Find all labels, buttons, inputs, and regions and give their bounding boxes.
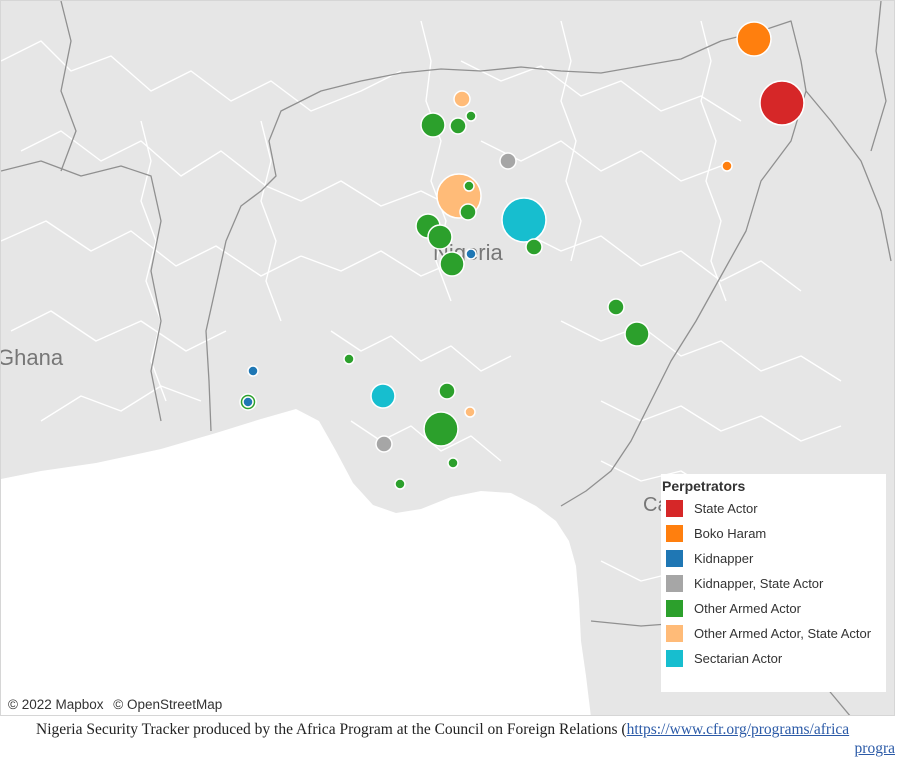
source-caption: Nigeria Security Tracker produced by the… (36, 721, 849, 739)
country-borders (1, 1, 892, 715)
legend-title: Perpetrators (662, 478, 746, 494)
ocean-area (1, 409, 591, 715)
source-caption-line2: progra (855, 740, 895, 758)
legend-label: Kidnapper (694, 551, 754, 566)
incident-marker[interactable] (423, 411, 459, 447)
osm-attribution[interactable]: © OpenStreetMap (113, 697, 223, 712)
legend-item-sectarian-actor[interactable]: Sectarian Actor (661, 646, 886, 671)
legend-label: Other Armed Actor (694, 601, 801, 616)
legend: Perpetrators State Actor Boko Haram Kidn… (661, 474, 886, 692)
incident-marker[interactable] (420, 112, 446, 138)
legend-item-state-actor[interactable]: State Actor (661, 496, 886, 521)
legend-swatch (666, 575, 683, 592)
map-view[interactable]: Nigeria Ghana Ca (0, 0, 895, 716)
legend-swatch (666, 550, 683, 567)
legend-swatch (666, 650, 683, 667)
incident-marker[interactable] (464, 406, 476, 418)
incident-marker[interactable] (465, 248, 477, 260)
source-caption-text: Nigeria Security Tracker produced by the… (36, 721, 627, 738)
legend-label: Boko Haram (694, 526, 767, 541)
incident-marker[interactable] (247, 365, 259, 377)
map-attribution: © 2022 Mapbox © OpenStreetMap (8, 697, 228, 712)
incident-marker[interactable] (427, 224, 453, 250)
legend-swatch (666, 500, 683, 517)
incident-marker[interactable] (394, 478, 406, 490)
legend-swatch (666, 525, 683, 542)
legend-label: Kidnapper, State Actor (694, 576, 824, 591)
incident-marker[interactable] (525, 238, 543, 256)
incident-marker[interactable] (736, 21, 772, 57)
incident-marker[interactable] (463, 180, 475, 192)
source-link-continued[interactable]: progra (854, 740, 895, 757)
incident-marker[interactable] (439, 251, 465, 277)
incident-marker[interactable] (721, 160, 733, 172)
incident-marker[interactable] (447, 457, 459, 469)
incident-marker[interactable] (343, 353, 355, 365)
incident-marker[interactable] (624, 321, 650, 347)
incident-marker[interactable] (759, 80, 805, 126)
incident-marker[interactable] (459, 203, 477, 221)
incident-marker[interactable] (449, 117, 467, 135)
map-canvas[interactable]: Nigeria Ghana Ca (1, 1, 895, 716)
incident-marker[interactable] (242, 396, 254, 408)
incident-marker[interactable] (453, 90, 471, 108)
legend-swatch (666, 600, 683, 617)
incident-marker[interactable] (375, 435, 393, 453)
legend-item-other-armed-actor[interactable]: Other Armed Actor (661, 596, 886, 621)
legend-item-kidnapper[interactable]: Kidnapper (661, 546, 886, 571)
incident-marker[interactable] (501, 197, 547, 243)
legend-item-boko-haram[interactable]: Boko Haram (661, 521, 886, 546)
incident-marker[interactable] (465, 110, 477, 122)
incident-markers (239, 21, 805, 490)
admin-borders (1, 20, 852, 597)
legend-item-other-armed-actor-state-actor[interactable]: Other Armed Actor, State Actor (661, 621, 886, 646)
incident-marker[interactable] (438, 382, 456, 400)
incident-marker[interactable] (607, 298, 625, 316)
legend-label: Other Armed Actor, State Actor (694, 626, 872, 641)
legend-label: State Actor (694, 501, 758, 516)
mapbox-attribution[interactable]: © 2022 Mapbox (8, 697, 104, 712)
legend-label: Sectarian Actor (694, 651, 783, 666)
incident-marker[interactable] (370, 383, 396, 409)
legend-item-kidnapper-state-actor[interactable]: Kidnapper, State Actor (661, 571, 886, 596)
incident-marker[interactable] (499, 152, 517, 170)
legend-swatch (666, 625, 683, 642)
country-label-ghana: Ghana (1, 345, 64, 370)
source-link[interactable]: https://www.cfr.org/programs/africa (626, 721, 850, 738)
